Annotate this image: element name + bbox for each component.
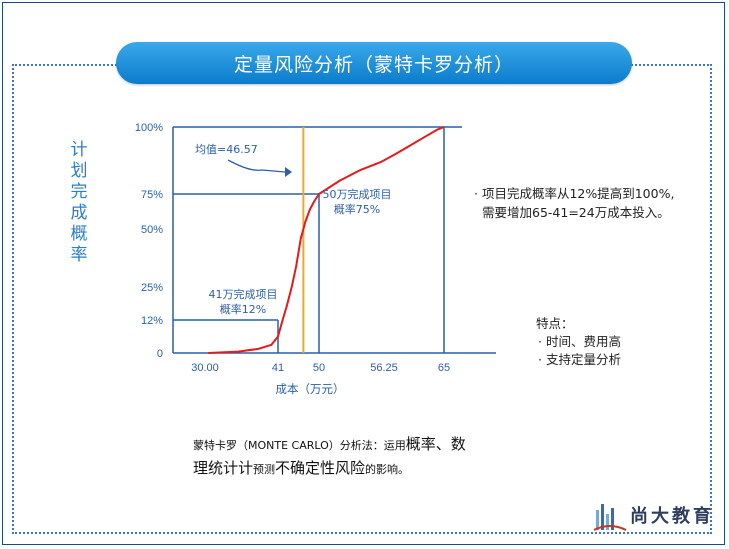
probability-note-line1: · 项目完成概率从12%提高到100%, xyxy=(474,186,675,201)
x-tick-label: 56.25 xyxy=(370,362,398,374)
y-tick-label: 75% xyxy=(141,189,163,201)
desc-part: 概率、数 xyxy=(405,435,466,453)
slide-title: 定量风险分析（蒙特卡罗分析） xyxy=(116,42,632,84)
x-tick-label: 41 xyxy=(272,362,284,374)
x-tick-label: 50 xyxy=(313,362,325,374)
monte-carlo-description: 蒙特卡罗（MONTE CARLO）分析法：运用概率、数 理统计计预测不确定性风险… xyxy=(193,433,523,481)
y-tick-label: 50% xyxy=(141,224,163,236)
x-tick-label: 65 xyxy=(438,362,450,374)
mean-label: 均值=46.57 xyxy=(195,143,258,156)
y-tick-label: 12% xyxy=(141,315,163,327)
probability-note-line2: 需要增加65-41=24万成本投入。 xyxy=(482,205,670,220)
cumulative-probability-curve xyxy=(208,126,445,354)
features-list: 特点： · 时间、费用高 · 支持定量分析 xyxy=(536,315,696,369)
y-axis-title: 计划完成概率 xyxy=(70,140,88,265)
probability-note: · 项目完成概率从12%提高到100%, 需要增加65-41=24万成本投入。 xyxy=(474,184,714,222)
feature-item: · 时间、费用高 xyxy=(538,334,621,349)
desc-part: 蒙特卡罗（MONTE CARLO）分析法：运用 xyxy=(193,439,406,452)
logo-text: 尚大教育 xyxy=(630,506,714,527)
annotation-41-label2: 概率12% xyxy=(220,302,266,316)
desc-part: 不确定性风险 xyxy=(275,459,366,477)
annotation-41-label1: 41万完成项目 xyxy=(209,287,278,301)
y-tick-label: 100% xyxy=(135,122,163,134)
x-axis-title: 成本（万元） xyxy=(276,382,345,396)
y-tick-label: 0 xyxy=(157,348,163,360)
logo-icon xyxy=(593,504,627,531)
mean-arrow xyxy=(227,159,286,173)
features-title: 特点： xyxy=(536,316,574,331)
brand-logo: 尚大教育 xyxy=(590,496,715,536)
annotation-50-label2: 概率75% xyxy=(334,202,380,216)
desc-part: 理统计计 xyxy=(193,459,254,477)
desc-part: 预测 xyxy=(253,463,276,476)
mean-arrow-head xyxy=(285,167,292,177)
feature-item: · 支持定量分析 xyxy=(538,352,621,367)
annotation-50-label1: 50万完成项目 xyxy=(323,187,392,201)
x-tick-label: 30.00 xyxy=(191,362,219,374)
desc-part: 的影响。 xyxy=(365,463,410,476)
y-tick-label: 25% xyxy=(141,282,163,294)
